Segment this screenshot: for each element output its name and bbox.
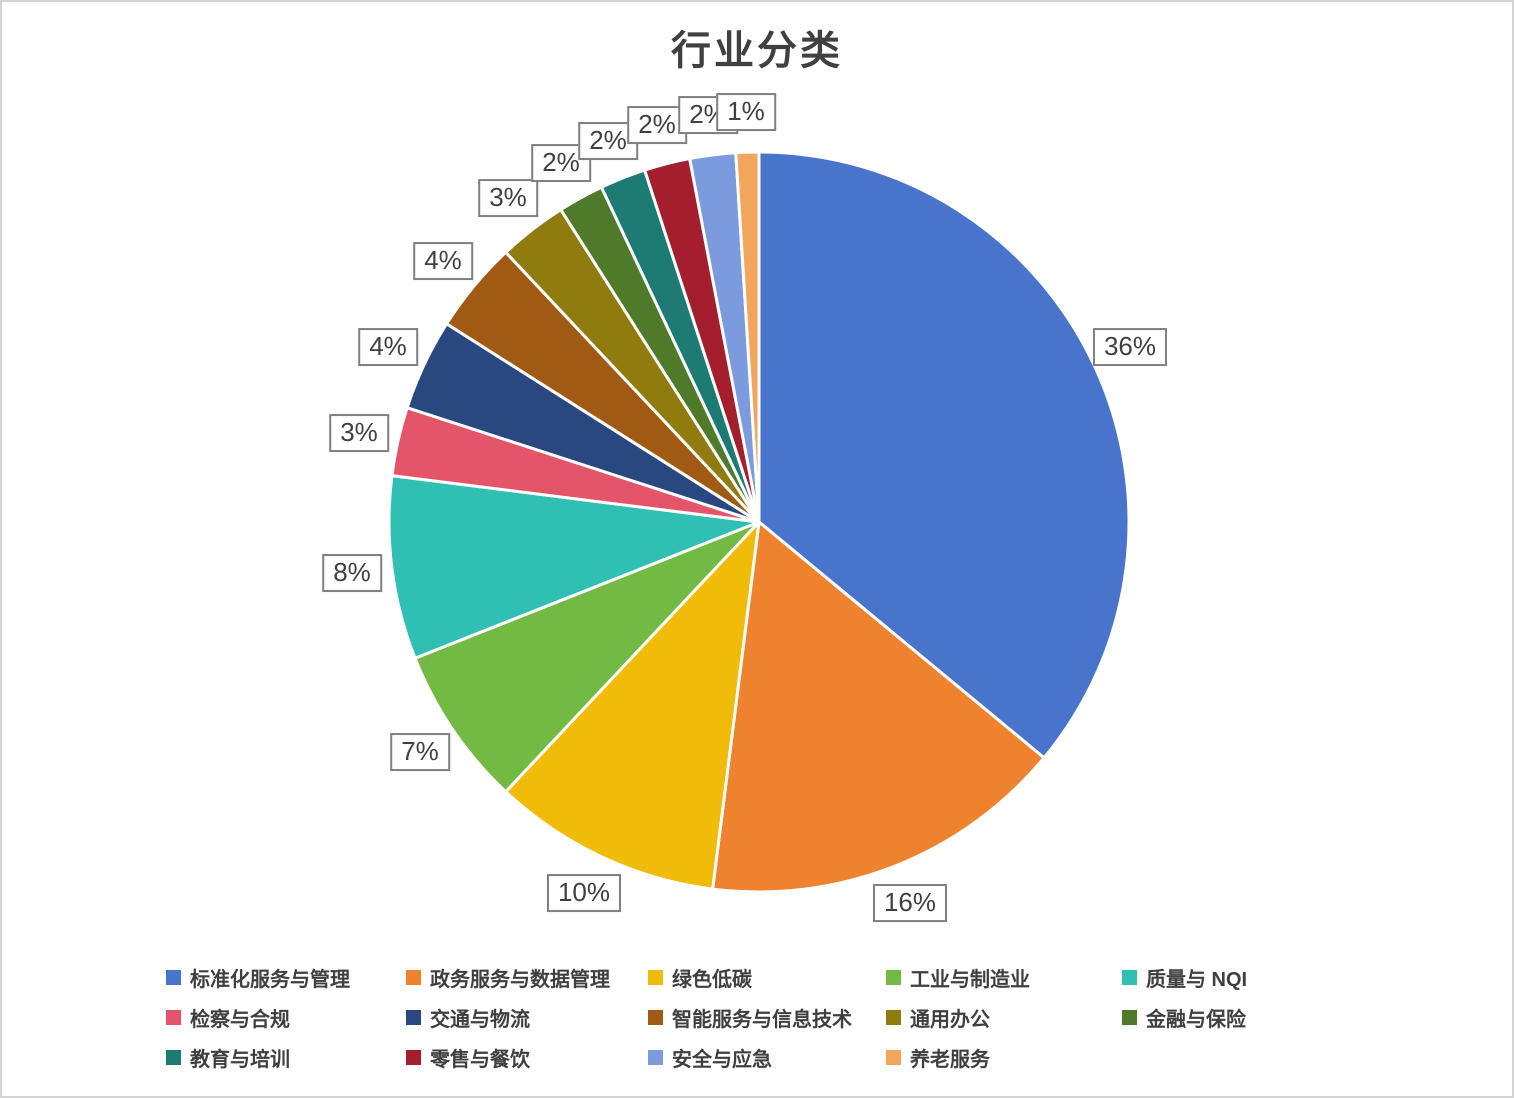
legend-label: 质量与 NQI: [1146, 968, 1248, 991]
percent-label-8: 4%: [413, 242, 473, 280]
legend-item-5: 质量与 NQI: [1122, 963, 1247, 991]
legend-item-9: 通用办公: [886, 1003, 1122, 1031]
legend-item-12: 零售与餐饮: [406, 1043, 648, 1071]
legend-swatch: [648, 1009, 663, 1025]
percent-label-5: 8%: [322, 554, 382, 592]
percent-label-4: 7%: [390, 733, 450, 771]
legend-swatch: [166, 1049, 181, 1065]
legend-item-8: 智能服务与信息技术: [648, 1003, 886, 1031]
legend-label: 工业与制造业: [910, 968, 1030, 991]
legend-swatch: [886, 1049, 901, 1065]
legend-item-1: 标准化服务与管理: [166, 963, 406, 991]
legend-item-7: 交通与物流: [406, 1003, 648, 1031]
legend-item-6: 检察与合规: [166, 1003, 406, 1031]
legend-item-11: 教育与培训: [166, 1043, 406, 1071]
legend-label: 绿色低碳: [672, 968, 752, 991]
legend-item-13: 安全与应急: [648, 1043, 886, 1071]
percent-label-9: 3%: [478, 179, 538, 217]
chart-legend: 标准化服务与管理 政务服务与数据管理 绿色低碳 工业与制造业 质量与 NQI 检察与合规 交…: [166, 963, 1247, 1071]
legend-swatch: [406, 1009, 421, 1025]
pie-slice-3: [504, 520, 761, 891]
legend-label: 养老服务: [910, 1048, 990, 1071]
percent-label-2: 16%: [872, 884, 948, 922]
legend-item-14: 养老服务: [886, 1043, 1122, 1071]
legend-swatch: [648, 969, 663, 985]
legend-label: 零售与餐饮: [430, 1048, 530, 1071]
percent-label-12: 2%: [627, 106, 687, 144]
pie-slice-14: [734, 150, 761, 524]
percent-label-14: 1%: [716, 93, 776, 131]
legend-swatch: [886, 969, 901, 985]
legend-item-3: 绿色低碳: [648, 963, 886, 991]
pie-slice-5: [387, 474, 761, 660]
percent-label-1: 36%: [1092, 328, 1168, 366]
legend-label: 教育与培训: [190, 1048, 290, 1071]
percent-label-10: 2%: [531, 144, 591, 182]
legend-item-10: 金融与保险: [1122, 1003, 1247, 1031]
percent-label-7: 4%: [358, 328, 418, 366]
legend-swatch: [166, 1009, 181, 1025]
legend-item-2: 政务服务与数据管理: [406, 963, 648, 991]
legend-label: 交通与物流: [430, 1008, 530, 1031]
legend-label: 金融与保险: [1146, 1008, 1246, 1031]
legend-swatch: [406, 1049, 421, 1065]
legend-label: 通用办公: [910, 1008, 990, 1031]
legend-label: 检察与合规: [190, 1008, 290, 1031]
legend-label: 安全与应急: [672, 1048, 772, 1071]
legend-swatch: [1122, 969, 1137, 985]
legend-swatch: [648, 1049, 663, 1065]
legend-swatch: [1122, 1009, 1137, 1025]
chart-title: 行业分类: [671, 29, 843, 73]
percent-label-3: 10%: [546, 874, 622, 912]
legend-item-4: 工业与制造业: [886, 963, 1122, 991]
percent-label-6: 3%: [329, 414, 389, 452]
legend-label: 政务服务与数据管理: [430, 968, 610, 991]
legend-swatch: [166, 969, 181, 985]
pie-slice-4: [413, 520, 761, 794]
legend-label: 智能服务与信息技术: [672, 1008, 852, 1031]
pie-slice-2: [711, 520, 1046, 894]
legend-label: 标准化服务与管理: [190, 968, 350, 991]
legend-swatch: [406, 969, 421, 985]
legend-swatch: [886, 1009, 901, 1025]
